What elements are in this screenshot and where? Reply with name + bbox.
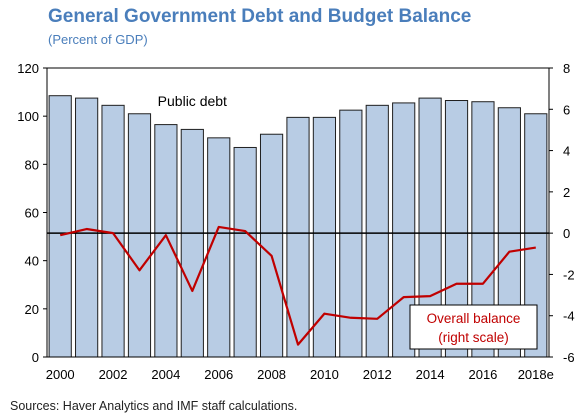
overall-balance-scale-note: (right scale) xyxy=(438,330,509,345)
debt-bar-2004 xyxy=(154,124,178,358)
left-axis-tick-label: 80 xyxy=(25,157,39,172)
x-axis-tick-label: 2008 xyxy=(257,367,286,382)
right-axis-tick-label: 6 xyxy=(563,102,570,117)
left-axis-tick-label: 60 xyxy=(25,206,39,221)
x-axis-tick-label: 2000 xyxy=(46,367,75,382)
chart-source-note: Sources: Haver Analytics and IMF staff c… xyxy=(10,399,298,413)
right-axis-tick-label: 4 xyxy=(563,144,570,159)
debt-bar-2005 xyxy=(180,128,204,358)
overall-balance-label: Overall balance xyxy=(427,311,521,326)
left-axis-tick-label: 20 xyxy=(25,302,39,317)
x-axis-tick-label: 2010 xyxy=(310,367,339,382)
x-axis-tick-label: 2016 xyxy=(468,367,497,382)
right-axis-tick-label: 8 xyxy=(563,61,570,76)
labels-layer: Public debt Overall balance (right scale) xyxy=(158,93,538,350)
debt-bar-2000 xyxy=(48,95,72,358)
chart-title: General Government Debt and Budget Balan… xyxy=(48,6,472,27)
x-axis-tick-label: 2004 xyxy=(151,367,180,382)
x-axis-tick-label: 2002 xyxy=(99,367,128,382)
overall-balance-line xyxy=(59,225,536,346)
right-axis-tick-label: -6 xyxy=(563,350,575,365)
debt-bar-2008 xyxy=(259,133,284,358)
right-axis-tick-label: -4 xyxy=(563,309,575,324)
debt-bar-2007 xyxy=(233,146,257,358)
debt-bar-2001 xyxy=(75,97,99,358)
debt-bar-2003 xyxy=(127,113,152,358)
left-axis-tick-label: 120 xyxy=(17,61,39,76)
line-layer xyxy=(47,225,549,346)
right-axis-tick-label: 2 xyxy=(563,185,570,200)
right-axis-tick-label: -2 xyxy=(563,267,575,282)
x-axis-tick-label: 2018e xyxy=(518,367,554,382)
bars-layer xyxy=(48,95,548,358)
debt-bar-2010 xyxy=(312,116,337,358)
x-axis-tick-label: 2006 xyxy=(204,367,233,382)
chart-subtitle: (Percent of GDP) xyxy=(48,32,148,47)
left-axis-tick-label: 100 xyxy=(17,109,39,124)
overall-balance-label-box xyxy=(409,304,538,350)
left-axis-tick-label: 40 xyxy=(25,254,39,269)
public-debt-label: Public debt xyxy=(158,93,227,109)
axes-layer: 0 20 40 60 80 100 120 -6 -4 -2 0 2 4 6 8 2000 2002 2004 20… xyxy=(17,61,574,382)
left-axis-tick-label: 0 xyxy=(32,350,39,365)
right-axis-tick-label: 0 xyxy=(563,226,570,241)
x-axis-tick-label: 2012 xyxy=(363,367,392,382)
x-axis-tick-label: 2014 xyxy=(416,367,445,382)
